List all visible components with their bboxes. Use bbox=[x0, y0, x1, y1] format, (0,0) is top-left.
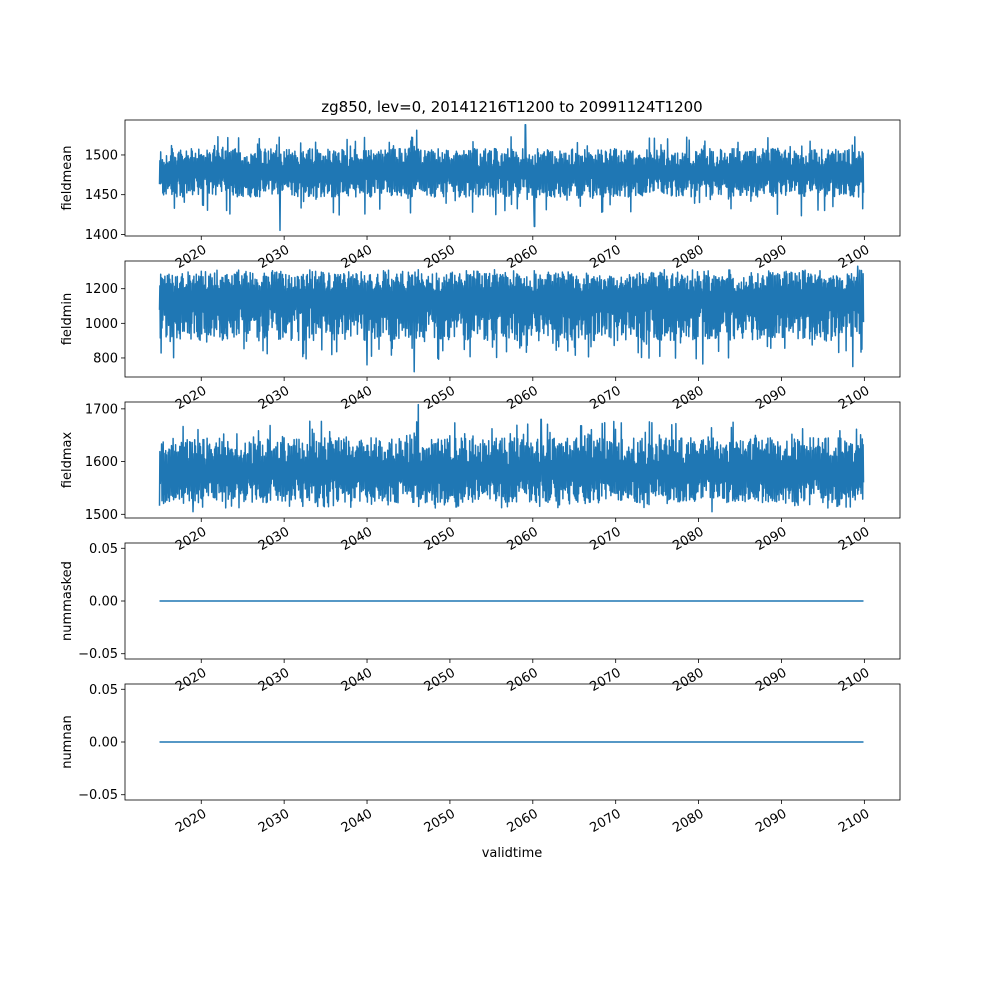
y-axis-label: numnan bbox=[60, 715, 75, 769]
series-line-fieldmean bbox=[158, 124, 865, 232]
chart-title: zg850, lev=0, 20141216T1200 to 20991124T… bbox=[321, 98, 702, 116]
y-tick-label: 0.05 bbox=[89, 542, 118, 557]
y-tick-label: −0.05 bbox=[78, 647, 118, 662]
y-tick-label: 1000 bbox=[85, 317, 118, 332]
axes-frame bbox=[124, 119, 901, 237]
y-axis-label: fieldmin bbox=[60, 293, 75, 346]
y-tick-label: 0.00 bbox=[89, 595, 118, 610]
y-tick-label: −0.05 bbox=[78, 788, 118, 803]
y-tick-label: 1700 bbox=[85, 402, 118, 417]
axes-frame bbox=[124, 260, 901, 378]
series-line-fieldmin bbox=[158, 265, 865, 373]
y-tick-label: 1500 bbox=[85, 508, 118, 523]
y-tick-label: 1600 bbox=[85, 455, 118, 470]
x-axis-label: validtime bbox=[482, 846, 543, 861]
y-tick-label: 1500 bbox=[85, 148, 118, 163]
series-line-fieldmax bbox=[158, 403, 865, 513]
y-axis-label: nummasked bbox=[60, 561, 75, 641]
y-tick-label: 1200 bbox=[85, 282, 118, 297]
y-tick-label: 1450 bbox=[85, 188, 118, 203]
axes-frame bbox=[124, 401, 901, 519]
y-tick-label: 1400 bbox=[85, 228, 118, 243]
y-axis-label: fieldmax bbox=[60, 432, 75, 489]
y-tick-label: 800 bbox=[93, 351, 118, 366]
y-tick-label: 0.00 bbox=[89, 736, 118, 751]
y-axis-label: fieldmean bbox=[60, 146, 75, 211]
y-tick-label: 0.05 bbox=[89, 683, 118, 698]
